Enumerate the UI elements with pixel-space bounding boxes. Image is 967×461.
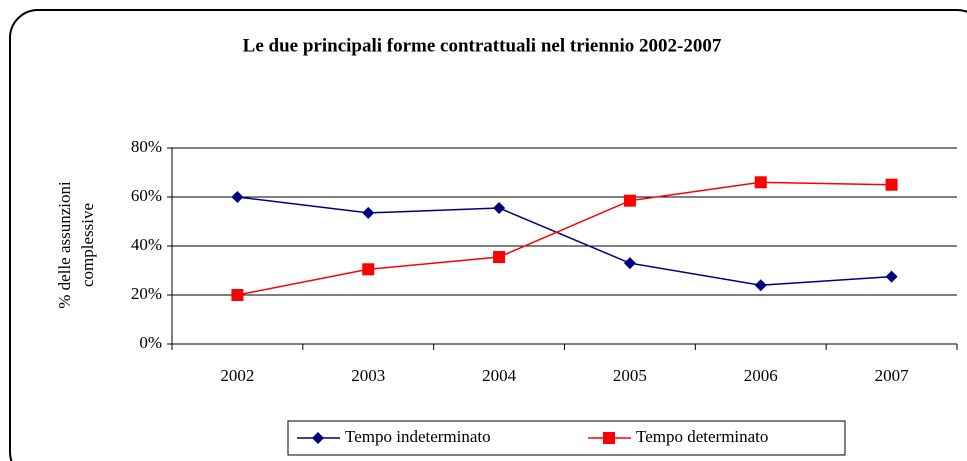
x-tick-label: 2006 (744, 366, 778, 385)
legend-label: Tempo indeterminato (345, 427, 491, 446)
legend-box (287, 420, 846, 456)
series-line (237, 181, 892, 296)
y-tick-label: 40% (131, 235, 162, 254)
marker (231, 191, 244, 203)
marker (885, 178, 898, 191)
legend-label: Tempo determinato (636, 427, 768, 446)
marker (754, 279, 767, 292)
x-tick-label: 2002 (220, 366, 254, 385)
x-tick-label: 2007 (875, 366, 910, 385)
marker (231, 289, 244, 301)
marker (362, 206, 375, 219)
marker (493, 202, 506, 215)
legend-marker (312, 432, 324, 444)
chart-frame (9, 9, 967, 461)
y-axis-label: % delle assunzioni (55, 181, 74, 309)
y-tick-label: 20% (131, 284, 162, 303)
marker (493, 251, 506, 264)
marker (623, 194, 636, 207)
y-tick-label: 0% (139, 333, 162, 352)
marker (362, 263, 375, 276)
y-axis-label: complessive (78, 203, 97, 287)
chart-title: Le due principali forme contrattuali nel… (243, 35, 722, 56)
series-line (237, 196, 892, 286)
y-tick-label: 60% (131, 186, 162, 205)
y-tick-label: 80% (131, 137, 162, 156)
marker (623, 257, 636, 270)
marker (885, 270, 898, 283)
x-tick-label: 2003 (351, 366, 385, 385)
legend-marker (603, 432, 615, 444)
x-tick-label: 2005 (613, 366, 647, 385)
x-tick-label: 2004 (482, 366, 517, 385)
marker (754, 176, 767, 189)
